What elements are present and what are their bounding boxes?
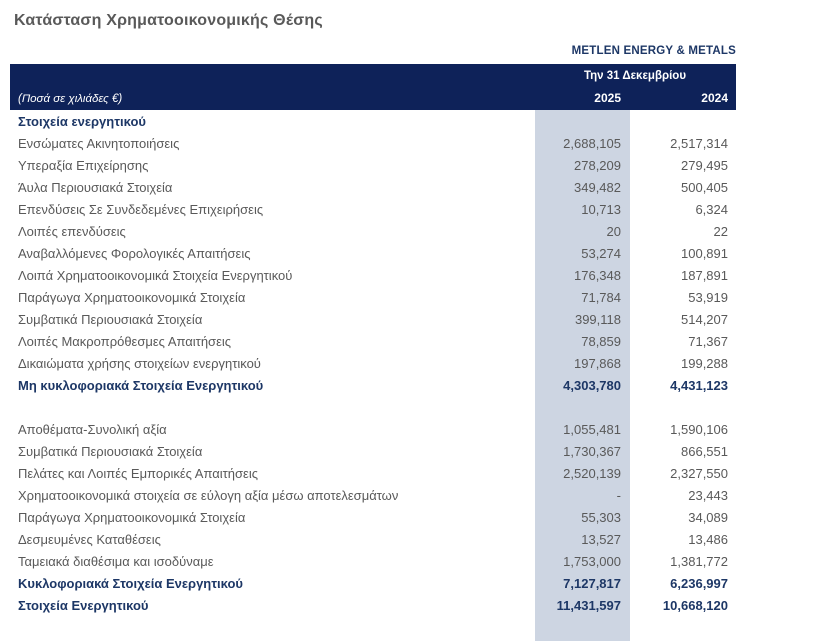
value-2024: 500,405 <box>681 179 728 195</box>
value-2025: - <box>616 487 621 503</box>
value-2024: 279,495 <box>681 157 728 173</box>
table-row: Στοιχεία Ενεργητικού 11,431,597 10,668,120 <box>10 594 736 616</box>
row-label: Παράγωγα Χρηματοοικονομικά Στοιχεία <box>18 509 246 525</box>
column-header-2025: 2025 <box>594 91 621 105</box>
row-label: Χρηματοοικονομικά στοιχεία σε εύλογη αξί… <box>18 487 399 503</box>
row-label: Λοιπές επενδύσεις <box>18 223 126 239</box>
value-2025: 13,527 <box>581 531 621 547</box>
value-2024: 71,367 <box>688 333 728 349</box>
value-2024: 13,486 <box>688 531 728 547</box>
value-2024: 4,431,123 <box>670 377 728 393</box>
value-2024: 1,381,772 <box>670 553 728 569</box>
value-2025: 399,118 <box>574 311 621 327</box>
table-row: Αποθέματα-Συνολική αξία 1,055,481 1,590,10… <box>10 418 736 440</box>
table-row: Λοιπές Μακροπρόθεσμες Απαιτήσεις 78,859 71… <box>10 330 736 352</box>
value-2025: 1,753,000 <box>563 553 621 569</box>
highlight-2025-column <box>535 110 630 641</box>
table-row: Ενσώματες Ακινητοποιήσεις 2,688,105 2,517,… <box>10 132 736 154</box>
row-label: Αναβαλλόμενες Φορολογικές Απαιτήσεις <box>18 245 251 261</box>
value-2024: 10,668,120 <box>662 597 728 613</box>
row-label: Αποθέματα-Συνολική αξία <box>18 421 167 437</box>
page-title: Κατάσταση Χρηματοοικονομικής Θέσης <box>14 12 323 29</box>
table-row: Συμβατικά Περιουσιακά Στοιχεία 399,118 514… <box>10 308 736 330</box>
value-2025: 197,868 <box>574 355 621 371</box>
table-row: Στοιχεία ενεργητικού <box>10 110 736 132</box>
value-2025: 2,688,105 <box>563 135 621 151</box>
value-2025: 78,859 <box>581 333 621 349</box>
value-2025: 176,348 <box>574 267 621 283</box>
row-label: Παράγωγα Χρηματοοικονομικά Στοιχεία <box>18 289 246 305</box>
value-2024: 6,236,997 <box>670 575 728 591</box>
value-2025: 1,055,481 <box>563 421 621 437</box>
table-row: Μη κυκλοφοριακά Στοιχεία Ενεργητικού 4,30… <box>10 374 736 396</box>
value-2024: 100,891 <box>681 245 728 261</box>
value-2025: 4,303,780 <box>563 377 621 393</box>
value-2025: 10,713 <box>581 201 621 217</box>
row-label: Άυλα Περιουσιακά Στοιχεία <box>18 179 173 195</box>
row-label: Δεσμευμένες Καταθέσεις <box>18 531 161 547</box>
value-2025: 20 <box>606 223 621 239</box>
row-label: Ταμειακά διαθέσιμα και ισοδύναμε <box>18 553 214 569</box>
row-label: Στοιχεία Ενεργητικού <box>18 597 149 613</box>
value-2025: 278,209 <box>574 157 621 173</box>
row-label: Λοιπές Μακροπρόθεσμες Απαιτήσεις <box>18 333 232 349</box>
value-2024: 514,207 <box>681 311 728 327</box>
value-2025: 1,730,367 <box>563 443 621 459</box>
row-label: Δικαιώματα χρήσης στοιχείων ενεργητικού <box>18 355 261 371</box>
value-2025: 7,127,817 <box>563 575 621 591</box>
table-row <box>10 396 736 418</box>
table-row: Πελάτες και Λοιπές Εμπορικές Απαιτήσεις 2… <box>10 462 736 484</box>
row-label: Πελάτες και Λοιπές Εμπορικές Απαιτήσεις <box>18 465 259 481</box>
table-row: Υπεραξία Επιχείρησης 278,209 279,495 <box>10 154 736 176</box>
table-row: Χρηματοοικονομικά στοιχεία σε εύλογη αξί… <box>10 484 736 506</box>
table-header-bar: (Ποσά σε χιλιάδες €) Την 31 Δεκεμβρίου 2… <box>10 64 736 110</box>
value-2024: 23,443 <box>688 487 728 503</box>
value-2024: 1,590,106 <box>670 421 728 437</box>
table-row: Λοιπά Χρηματοοικονομικά Στοιχεία Ενεργητ… <box>10 264 736 286</box>
row-label: Κυκλοφοριακά Στοιχεία Ενεργητικού <box>18 575 243 591</box>
table-row: Επενδύσεις Σε Συνδεδεμένες Επιχειρήσεις 1… <box>10 198 736 220</box>
date-column-group-label: Την 31 Δεκεμβρίου <box>583 70 687 82</box>
table-row: Λοιπές επενδύσεις 20 22 <box>10 220 736 242</box>
value-2025: 55,303 <box>581 509 621 525</box>
unit-note: (Ποσά σε χιλιάδες €) <box>18 93 123 105</box>
value-2025: 11,431,597 <box>556 597 621 613</box>
value-2024: 866,551 <box>681 443 728 459</box>
value-2025: 2,520,139 <box>563 465 621 481</box>
table-row: Δικαιώματα χρήσης στοιχείων ενεργητικού 1… <box>10 352 736 374</box>
value-2024: 187,891 <box>681 267 728 283</box>
value-2025: 53,274 <box>581 245 621 261</box>
row-label: Συμβατικά Περιουσιακά Στοιχεία <box>18 443 203 459</box>
table-row: Κυκλοφοριακά Στοιχεία Ενεργητικού 7,127,8… <box>10 572 736 594</box>
table-row: Συμβατικά Περιουσιακά Στοιχεία 1,730,367 8… <box>10 440 736 462</box>
value-2025: 349,482 <box>574 179 621 195</box>
table-row: Παράγωγα Χρηματοοικονομικά Στοιχεία 55,30… <box>10 506 736 528</box>
table-row: Δεσμευμένες Καταθέσεις 13,527 13,486 <box>10 528 736 550</box>
row-label: Επενδύσεις Σε Συνδεδεμένες Επιχειρήσεις <box>18 201 264 217</box>
row-label: Στοιχεία ενεργητικού <box>18 113 146 129</box>
row-label: Υπεραξία Επιχείρησης <box>18 157 149 173</box>
row-label: Ενσώματες Ακινητοποιήσεις <box>18 135 180 151</box>
row-label: Συμβατικά Περιουσιακά Στοιχεία <box>18 311 203 327</box>
table-row: Παράγωγα Χρηματοοικονομικά Στοιχεία 71,78… <box>10 286 736 308</box>
table-row: Ταμειακά διαθέσιμα και ισοδύναμε 1,753,00… <box>10 550 736 572</box>
value-2024: 34,089 <box>688 509 728 525</box>
row-label: Λοιπά Χρηματοοικονομικά Στοιχεία Ενεργητ… <box>18 267 293 283</box>
value-2024: 22 <box>713 223 728 239</box>
value-2024: 2,327,550 <box>670 465 728 481</box>
value-2024: 199,288 <box>681 355 728 371</box>
value-2024: 6,324 <box>695 201 728 217</box>
company-name: METLEN ENERGY & METALS <box>571 45 736 57</box>
column-header-2024: 2024 <box>701 91 728 105</box>
table-body: Στοιχεία ενεργητικού Ενσώματες Ακινητοποι… <box>10 110 736 616</box>
table-row: Αναβαλλόμενες Φορολογικές Απαιτήσεις 53,2… <box>10 242 736 264</box>
row-label: Μη κυκλοφοριακά Στοιχεία Ενεργητικού <box>18 377 264 393</box>
value-2024: 53,919 <box>688 289 728 305</box>
table-row: Άυλα Περιουσιακά Στοιχεία 349,482 500,405 <box>10 176 736 198</box>
value-2025: 71,784 <box>581 289 621 305</box>
value-2024: 2,517,314 <box>670 135 728 151</box>
